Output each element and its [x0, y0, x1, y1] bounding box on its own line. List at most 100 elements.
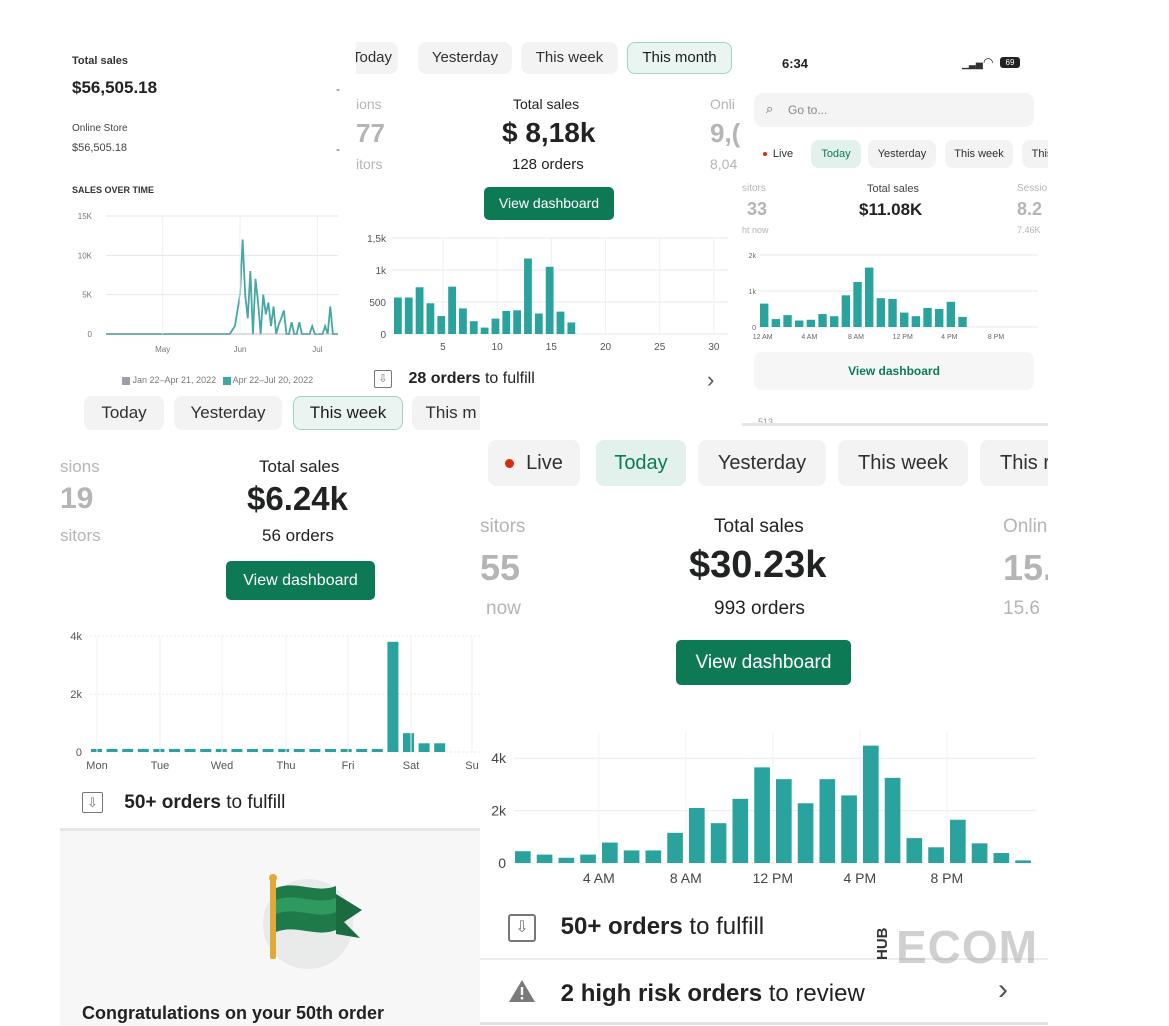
orders-count: 993 orders	[714, 598, 805, 619]
chevron-right-icon: ›	[707, 367, 715, 392]
risk-row[interactable]: 2 high risk orders to review	[508, 978, 1008, 1008]
bar	[841, 295, 851, 327]
tab-today[interactable]: Today	[596, 440, 686, 486]
dash-indicator: -	[336, 142, 340, 156]
bar	[754, 767, 770, 863]
bar	[153, 749, 165, 752]
bar	[371, 749, 383, 752]
tab-live[interactable]: Live	[754, 140, 802, 168]
tab-live[interactable]: Live	[488, 440, 580, 486]
x-tick-label: 10	[492, 342, 504, 353]
search-icon: ⌕	[766, 101, 774, 116]
bar	[184, 749, 196, 752]
bar	[247, 749, 258, 752]
view-dashboard-button[interactable]: View dashboard	[484, 187, 614, 220]
tab-today[interactable]: Today	[356, 42, 398, 74]
y-tick-label: 4k	[491, 750, 507, 766]
x-tick-label: 30	[708, 342, 720, 353]
tab-this-week[interactable]: This week	[838, 440, 968, 486]
hourly-sales-chart: 0 2k 4k 4 AM 8 AM 12 PM 4 PM 8 PM	[491, 732, 1036, 886]
tab-this-month[interactable]: This r	[980, 440, 1048, 486]
legend-label-previous: Jan 22–Apr 21, 2022	[132, 375, 217, 385]
online-store-label: Online Store	[72, 123, 128, 134]
bar	[623, 850, 640, 863]
sales-bar-chart: 0 500 1k 1,5k 5 10 15 20 25 30	[367, 234, 728, 353]
view-dashboard-button[interactable]: View dashboard	[754, 352, 1034, 390]
search-input[interactable]: ⌕ Go to...	[754, 93, 1034, 127]
x-tick-label: 12 AM	[753, 334, 773, 341]
online-store-value: 15.	[1003, 547, 1048, 588]
bar	[783, 315, 792, 327]
bar	[169, 749, 180, 752]
watermark-ecom: ECOM	[896, 921, 1038, 973]
bar	[502, 310, 511, 334]
panel-today-dashboard: Live Today Yesterday This week This r si…	[480, 428, 1048, 1026]
bar	[818, 314, 827, 327]
tab-this-month[interactable]: This m	[412, 396, 480, 430]
tab-today[interactable]: Today	[84, 396, 164, 430]
tab-this-month[interactable]: This month	[627, 42, 732, 74]
x-tick-label: Su	[465, 760, 478, 772]
bar	[545, 266, 554, 334]
fulfill-text: to fulfill	[689, 913, 765, 940]
y-tick-label: 1k	[375, 266, 387, 277]
y-tick-label: 2k	[70, 689, 82, 701]
fulfill-text: to fulfill	[226, 792, 286, 813]
y-tick-label: 1,5k	[367, 234, 387, 245]
bar	[935, 309, 944, 327]
bar	[262, 749, 274, 752]
live-dot-icon	[762, 152, 767, 157]
tab-yesterday[interactable]: Yesterday	[174, 396, 282, 430]
y-tick-label: 0	[76, 747, 82, 759]
y-tick-label: 10K	[78, 251, 93, 260]
bar	[830, 316, 839, 327]
x-tick-label: Fri	[342, 760, 355, 772]
orders-count: 128 orders	[512, 156, 584, 173]
x-tick-label: 4 AM	[583, 870, 615, 886]
total-sales-label: Total sales	[259, 457, 340, 476]
tab-this-week[interactable]: This week	[521, 42, 618, 74]
bar	[418, 743, 430, 752]
fulfill-row[interactable]: ⇩ 50+ orders to fulfill	[82, 792, 462, 818]
y-tick-label: 2k	[749, 253, 757, 260]
download-icon: ⇩	[508, 913, 536, 942]
visitors-sub: now	[486, 598, 521, 619]
x-tick-label: 12 PM	[893, 334, 913, 341]
sessions-label: sions	[60, 457, 100, 476]
y-tick-label: 1k	[749, 289, 757, 296]
tab-this-month[interactable]: This	[1022, 140, 1048, 168]
tab-yesterday[interactable]: Yesterday	[698, 440, 826, 486]
orders-count: 56 orders	[262, 526, 334, 545]
bar	[602, 842, 618, 863]
tab-this-week[interactable]: This week	[293, 396, 403, 430]
tab-this-week[interactable]: This week	[945, 140, 1013, 168]
dash-indicator: -	[336, 82, 340, 96]
bar	[1015, 860, 1031, 863]
risk-count: 2 high risk orders	[560, 979, 763, 1007]
panel-phone-dashboard: 6:34 ▁▃▅ ◠ 69 ⌕ Go to... Live Today Yest…	[742, 40, 1048, 426]
total-sales-value: $30.23k	[689, 544, 827, 586]
visitors-label: sitors	[742, 183, 766, 194]
bar	[437, 316, 446, 334]
online-store-label: Onlin	[1003, 516, 1048, 537]
bar	[863, 745, 879, 863]
bar	[215, 749, 227, 752]
bar	[122, 749, 134, 752]
panel-total-sales-report: Total sales $56,505.18 - Online Store $5…	[58, 40, 356, 396]
fulfill-row[interactable]: ⇩ 50+ orders to fulfill	[508, 913, 1008, 943]
x-tick-label: Jun	[234, 345, 247, 354]
fulfill-row[interactable]: ⇩ 28 orders to fulfill	[374, 370, 724, 396]
bar	[558, 857, 575, 863]
tab-today[interactable]: Today	[811, 140, 861, 168]
bar	[293, 749, 305, 752]
tab-yesterday[interactable]: Yesterday	[868, 140, 936, 168]
tab-yesterday[interactable]: Yesterday	[418, 42, 512, 74]
bar	[888, 298, 897, 327]
view-dashboard-button[interactable]: View dashboard	[226, 561, 375, 600]
x-tick-label: Sat	[403, 760, 420, 772]
sessions-sub: 7.46K	[1017, 225, 1041, 235]
view-dashboard-button[interactable]: View dashboard	[676, 640, 851, 685]
bar	[491, 318, 500, 334]
x-tick-label: 8 PM	[988, 334, 1005, 341]
bar	[480, 327, 489, 334]
